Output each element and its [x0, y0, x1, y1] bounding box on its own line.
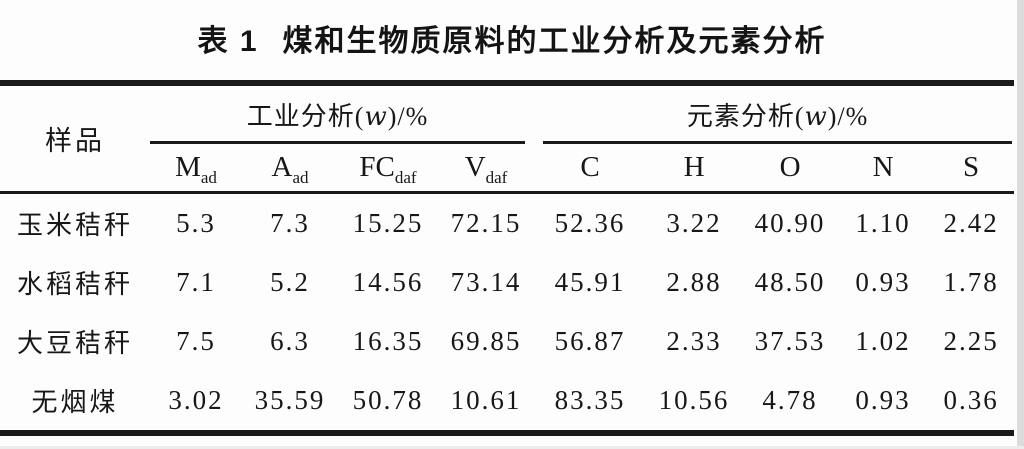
cell-s: 0.36 [943, 385, 999, 415]
cell-aad: 7.3 [270, 208, 310, 238]
cell-c: 45.91 [554, 267, 626, 297]
cell-n: 0.93 [855, 267, 911, 297]
cell-o: 40.90 [754, 208, 826, 238]
column-header-o: O [742, 144, 839, 194]
column-header-n: N [838, 144, 929, 194]
sub-header-row: Mad Aad FCdaf Vdaf C H O N S [0, 144, 1015, 194]
cell-n: 0.93 [855, 385, 911, 415]
cell-c: 56.87 [554, 326, 626, 356]
column-header-h: H [646, 144, 743, 194]
table-row-corn-stalk: 玉米秸秆 5.3 7.3 15.25 72.15 52.36 3.22 40.9… [0, 194, 1014, 253]
group-header-ultimate-label: 元素分析(w)/% [543, 96, 1013, 144]
cell-fcdaf: 14.56 [352, 267, 424, 297]
cell-o: 37.53 [754, 326, 826, 356]
cell-mad: 5.3 [176, 208, 216, 238]
column-header-vdaf: Vdaf [438, 144, 535, 194]
column-header-sample: 样品 [0, 86, 150, 194]
analysis-table: 样品 工业分析(w)/% 元素分析(w)/% Mad Aad FCdaf Vda… [0, 80, 1015, 436]
cell-h: 2.88 [666, 267, 722, 297]
table-row-rice-straw: 水稻秸秆 7.1 5.2 14.56 73.14 45.91 2.88 48.5… [0, 253, 1014, 312]
cell-c: 52.36 [554, 208, 626, 238]
cell-n: 1.02 [855, 326, 911, 356]
group-header-ultimate: 元素分析(w)/% [534, 86, 1014, 144]
cell-h: 3.22 [666, 208, 722, 238]
cell-s: 2.42 [943, 208, 999, 238]
group-header-proximate: 工业分析(w)/% [150, 86, 534, 144]
row-label: 大豆秸秆 [16, 329, 133, 358]
column-header-mad: Mad [150, 144, 242, 194]
table-row-anthracite: 无烟煤 3.02 35.59 50.78 10.61 83.35 10.56 4… [0, 371, 1014, 430]
cell-s: 2.25 [943, 326, 999, 356]
cell-mad: 3.02 [168, 385, 224, 415]
group-header-proximate-label: 工业分析(w)/% [150, 96, 526, 144]
cell-o: 4.78 [762, 385, 818, 415]
scan-edge-right [1017, 0, 1024, 449]
column-header-s: S [928, 144, 1015, 194]
cell-aad: 35.59 [254, 385, 326, 415]
column-header-c: C [534, 144, 647, 194]
cell-vdaf: 10.61 [450, 385, 522, 415]
cell-mad: 7.1 [176, 267, 216, 297]
cell-fcdaf: 15.25 [352, 208, 424, 238]
table-title-text: 煤和生物质原料的工业分析及元素分析 [282, 25, 827, 58]
cell-h: 2.33 [666, 326, 722, 356]
column-header-aad: Aad [242, 144, 338, 194]
cell-s: 1.78 [943, 267, 999, 297]
cell-vdaf: 69.85 [450, 326, 522, 356]
cell-n: 1.10 [855, 208, 911, 238]
group-header-row: 样品 工业分析(w)/% 元素分析(w)/% [0, 86, 1014, 194]
row-label: 无烟煤 [31, 388, 119, 417]
table-row-soybean-stalk: 大豆秸秆 7.5 6.3 16.35 69.85 56.87 2.33 37.5… [0, 312, 1014, 371]
table-caption: 表 1 煤和生物质原料的工业分析及元素分析 [0, 0, 1024, 80]
cell-aad: 6.3 [270, 326, 310, 356]
table-number: 表 1 [197, 25, 259, 58]
cell-vdaf: 73.14 [450, 267, 522, 297]
row-label: 水稻秸秆 [16, 270, 133, 299]
scan-edge-bottom [0, 446, 1024, 449]
cell-h: 10.56 [658, 385, 730, 415]
cell-o: 48.50 [754, 267, 826, 297]
cell-fcdaf: 16.35 [352, 326, 424, 356]
column-header-fcdaf: FCdaf [338, 144, 438, 194]
cell-c: 83.35 [554, 385, 626, 415]
cell-fcdaf: 50.78 [352, 385, 424, 415]
row-label: 玉米秸秆 [16, 211, 133, 240]
cell-mad: 7.5 [176, 326, 216, 356]
cell-vdaf: 72.15 [450, 208, 522, 238]
cell-aad: 5.2 [270, 267, 310, 297]
